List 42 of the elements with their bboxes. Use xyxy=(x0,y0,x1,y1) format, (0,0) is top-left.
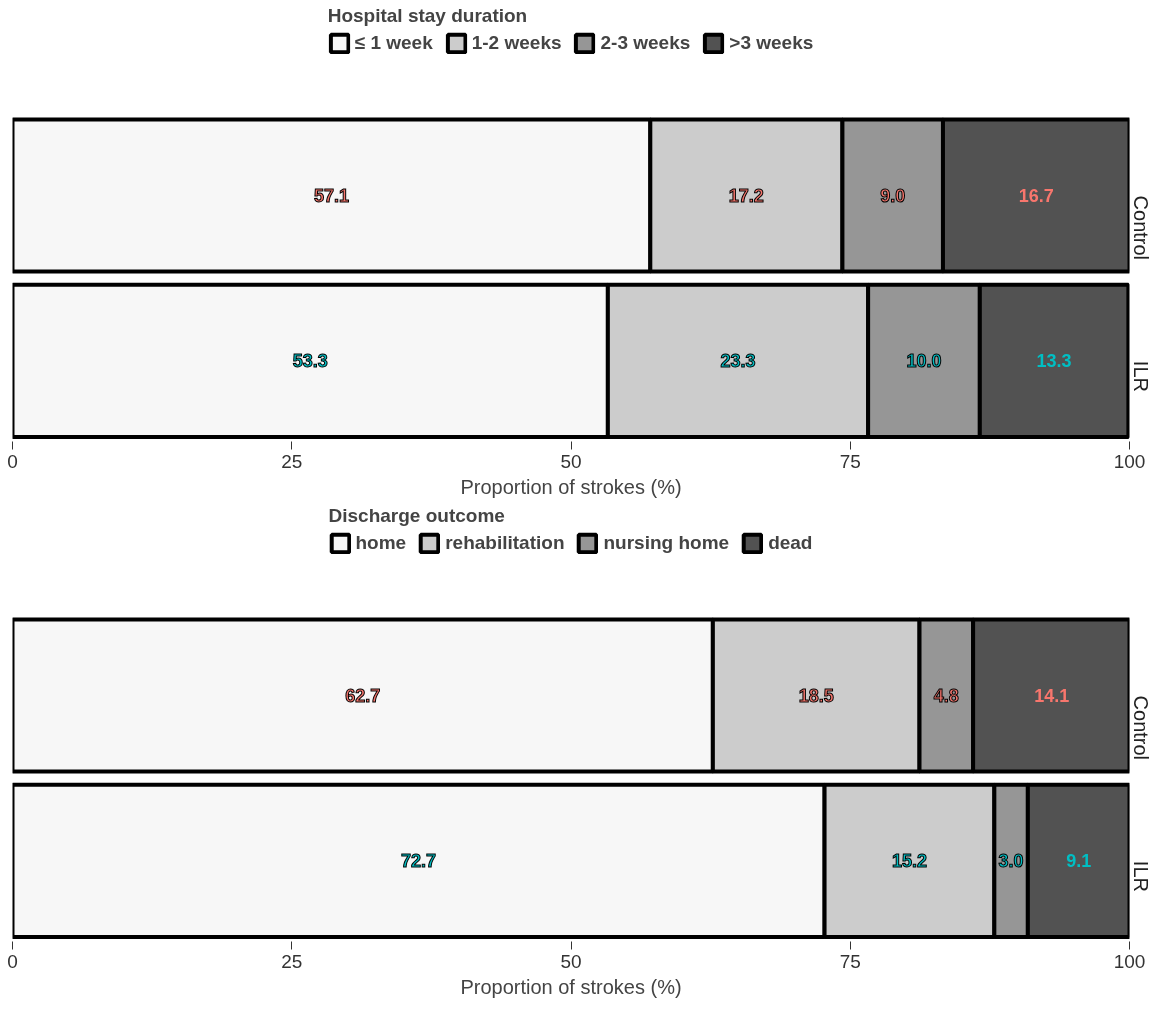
legend-label: 1-2 weeks xyxy=(471,32,562,54)
x-tick-label: 100 xyxy=(1113,450,1146,472)
y-tick-label: ILR xyxy=(1129,360,1152,392)
y-tick-label: ILR xyxy=(1129,860,1152,892)
data-label: 23.3 xyxy=(720,351,756,372)
data-label: 10.0 xyxy=(906,351,942,372)
data-label: 53.3 xyxy=(292,351,328,372)
data-label: 57.1 xyxy=(313,186,349,207)
x-tick-label: 50 xyxy=(560,950,582,972)
legend-title: Hospital stay duration xyxy=(327,5,529,27)
x-tick-label: 0 xyxy=(7,450,18,472)
x-axis-title: Proportion of strokes (%) xyxy=(460,975,682,998)
data-label: 9.1 xyxy=(1066,851,1092,872)
x-tick-label: 75 xyxy=(839,450,861,472)
legend-label: nursing home xyxy=(603,532,730,554)
legend-label: home xyxy=(355,532,407,554)
legend-label: 2-3 weeks xyxy=(600,32,691,54)
data-label: 18.5 xyxy=(798,686,834,707)
x-tick-label: 0 xyxy=(7,950,18,972)
legend-label: dead xyxy=(768,532,813,554)
data-label: 3.0 xyxy=(998,851,1024,872)
data-label: 17.2 xyxy=(728,186,764,207)
x-tick-label: 25 xyxy=(281,950,303,972)
x-tick-label: 100 xyxy=(1113,950,1146,972)
y-tick-label: Control xyxy=(1129,195,1152,261)
data-label: 62.7 xyxy=(345,686,381,707)
legend-label: ≤ 1 week xyxy=(354,32,433,54)
x-axis-title: Proportion of strokes (%) xyxy=(460,475,682,498)
data-label: 16.7 xyxy=(1018,186,1054,207)
legend-title: Discharge outcome xyxy=(328,505,506,527)
data-label: 15.2 xyxy=(891,851,927,872)
legend-label: rehabilitation xyxy=(445,532,565,554)
data-label: 9.0 xyxy=(880,186,906,207)
data-label: 14.1 xyxy=(1034,686,1070,707)
x-tick-label: 75 xyxy=(839,950,861,972)
legend-label: >3 weeks xyxy=(729,32,814,54)
data-label: 72.7 xyxy=(401,851,437,872)
data-label: 4.8 xyxy=(933,686,959,707)
x-tick-label: 50 xyxy=(560,450,582,472)
data-label: 13.3 xyxy=(1036,351,1072,372)
y-tick-label: Control xyxy=(1129,695,1152,761)
x-tick-label: 25 xyxy=(281,450,303,472)
